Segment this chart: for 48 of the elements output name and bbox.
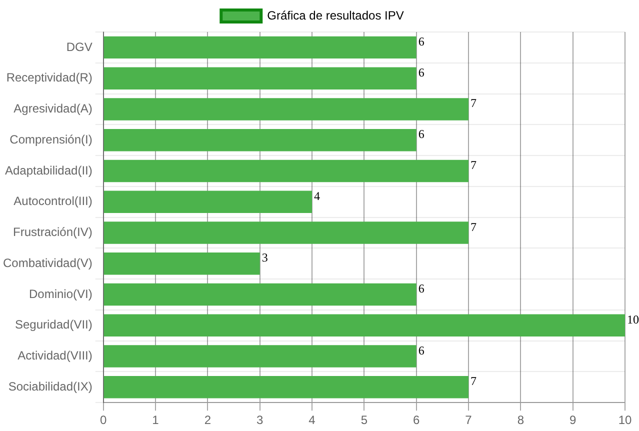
data-label: 6 — [418, 343, 424, 358]
data-label: 6 — [418, 282, 424, 296]
x-tick-label: 6 — [413, 413, 420, 428]
data-label: 7 — [470, 374, 477, 388]
x-tick-label: 1 — [152, 413, 160, 428]
y-tick-label: Frustración(IV) — [13, 225, 92, 240]
x-tick-label: 8 — [517, 413, 524, 428]
data-label: 3 — [262, 250, 268, 265]
bar — [104, 98, 469, 120]
y-tick-label: Dominio(VI) — [29, 286, 92, 301]
legend-label: Gráfica de resultados IPV — [267, 8, 404, 22]
x-tick-label: 4 — [308, 413, 316, 428]
data-label: 10 — [627, 312, 639, 326]
bar — [104, 222, 469, 244]
bar — [104, 376, 469, 398]
data-label: 6 — [418, 34, 424, 48]
data-label: 6 — [418, 127, 424, 142]
bar — [104, 36, 416, 59]
bar — [104, 128, 416, 152]
data-label: 7 — [470, 96, 477, 110]
bar — [104, 67, 416, 90]
y-tick-label: Seguridad(VII) — [14, 318, 92, 332]
bar — [104, 314, 625, 337]
y-tick-label: Comprensión(I) — [10, 132, 92, 146]
data-label: 6 — [418, 65, 424, 80]
bar — [104, 252, 260, 275]
y-tick-label: Sociabilidad(IX) — [8, 379, 92, 394]
x-tick-label: 3 — [256, 413, 264, 428]
data-label: 4 — [314, 188, 320, 203]
y-tick-label: Agresividad(A) — [14, 102, 92, 116]
data-label: 7 — [470, 158, 477, 172]
x-tick-label: 2 — [204, 413, 212, 428]
bar — [104, 283, 416, 306]
y-tick-label: Adaptabilidad(II) — [4, 163, 92, 178]
y-tick-label: DGV — [66, 40, 92, 54]
y-tick-label: Actividad(VIII) — [18, 348, 92, 363]
x-tick-label: 10 — [618, 413, 632, 428]
data-label: 7 — [470, 220, 477, 234]
y-tick-label: Combatividad(V) — [2, 256, 92, 270]
bar — [104, 160, 469, 182]
x-tick-label: 9 — [569, 413, 576, 428]
y-tick-label: Receptividad(R) — [6, 70, 92, 85]
x-tick-label: 0 — [100, 413, 108, 428]
bar — [104, 190, 312, 213]
x-tick-label: 5 — [360, 413, 368, 428]
bar — [104, 345, 416, 368]
x-tick-label: 7 — [465, 413, 472, 428]
y-tick-label: Autocontrol(III) — [14, 194, 92, 208]
